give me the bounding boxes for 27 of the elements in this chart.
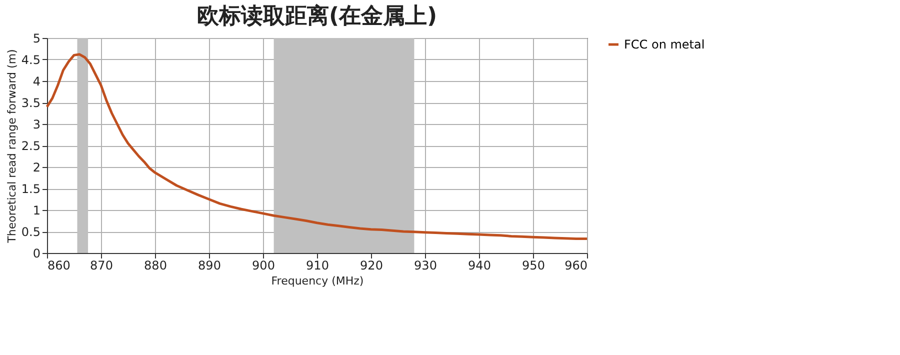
x-tick-label: 930 <box>414 258 437 272</box>
y-tick-label: 2.5 <box>21 139 40 153</box>
legend-label: FCC on metal <box>624 38 705 52</box>
y-tick-label: 3.5 <box>21 96 40 110</box>
y-tick-label: 5 <box>32 32 40 46</box>
y-tick-label: 1 <box>32 204 40 218</box>
x-tick-label: 910 <box>306 258 329 272</box>
y-tick-label: 1.5 <box>21 182 40 196</box>
x-axis-title: Frequency (MHz) <box>271 274 364 288</box>
x-tick-label: 880 <box>144 258 167 272</box>
x-tick-label: 940 <box>468 258 491 272</box>
chart-title: 欧标读取距离(在金属上) <box>196 3 438 29</box>
y-tick-label: 0 <box>32 246 40 260</box>
y-tick-label: 4.5 <box>21 53 40 67</box>
x-tick-label: 900 <box>252 258 275 272</box>
x-tick-label: 860 <box>48 258 70 272</box>
x-tick-label: 870 <box>90 258 113 272</box>
x-tick-label: 890 <box>198 258 221 272</box>
y-tick-label: 3 <box>32 118 40 132</box>
y-tick-label: 4 <box>32 74 40 88</box>
y-tick-label: 0.5 <box>21 225 40 239</box>
x-tick-label: 960 <box>564 258 588 272</box>
y-tick-label: 2 <box>32 160 40 174</box>
x-tick-label: 950 <box>522 258 545 272</box>
x-tick-label: 920 <box>360 258 383 272</box>
y-axis-title: Theoretical read range forward (m) <box>5 49 18 244</box>
line-series <box>46 53 588 240</box>
